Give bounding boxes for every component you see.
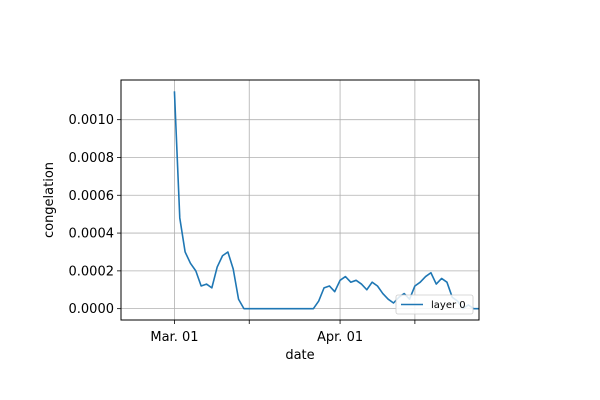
plot-frame	[120, 79, 480, 321]
y-tick-label: 0.0004	[69, 227, 115, 242]
y-tick-label: 0.0002	[69, 264, 115, 279]
y-tick-label: 0.0006	[69, 189, 115, 204]
y-axis-label: congelation	[42, 162, 57, 238]
legend: layer 0	[395, 294, 474, 315]
y-tick-label: 0.0008	[69, 151, 115, 166]
y-tick-label: 0.0000	[69, 302, 115, 317]
legend-label: layer 0	[431, 300, 466, 311]
x-tick-label: Mar. 01	[150, 330, 198, 345]
y-axis: 0.0000 0.0002 0.0004 0.0006 0.0008 0.0010	[69, 113, 121, 317]
grid	[121, 80, 479, 320]
x-tick-label: Apr. 01	[317, 330, 363, 345]
x-axis-label: date	[285, 348, 314, 363]
series-layer	[173, 91, 479, 310]
y-tick-label: 0.0010	[69, 113, 115, 128]
series-line-layer-0	[173, 91, 479, 310]
x-axis: Mar. 01 Apr. 01	[150, 320, 416, 345]
legend-box	[395, 294, 474, 315]
